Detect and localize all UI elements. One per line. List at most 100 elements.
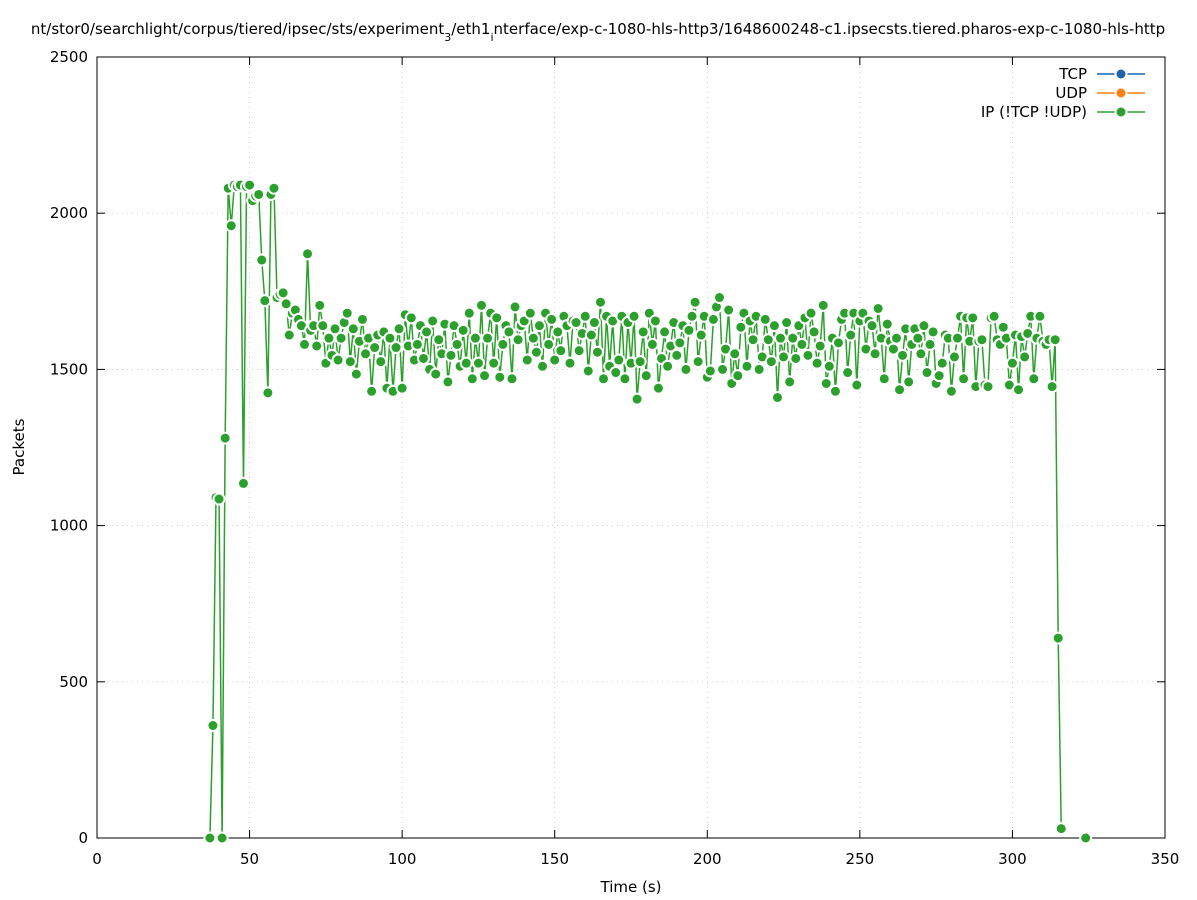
point [871,301,885,315]
point [215,831,229,845]
point [957,372,971,386]
point [639,369,653,383]
point [609,366,623,380]
point [679,362,693,376]
x-tick-label: 250 [846,850,875,868]
y-tick-label: 2500 [50,48,88,66]
title-part: nterface/exp-c-1080-hls-http3/1648600248… [494,20,1166,38]
point [322,331,336,345]
point [932,369,946,383]
point [340,306,354,320]
point [752,362,766,376]
y-tick-label: 1000 [50,517,88,535]
point [572,344,586,358]
point [944,384,958,398]
point [691,355,705,369]
point [478,369,492,383]
point [712,291,726,305]
point [496,337,510,351]
point [780,316,794,330]
point [255,253,269,267]
point [410,337,424,351]
point [465,372,479,386]
point [911,331,925,345]
point [511,333,525,347]
point [554,344,568,358]
x-tick-label: 200 [693,850,722,868]
point [426,314,440,328]
point [987,309,1001,323]
point [349,367,363,381]
point [1033,309,1047,323]
point [581,364,595,378]
point [1018,350,1032,364]
point [819,376,833,390]
point [880,317,894,331]
point [505,372,519,386]
point [844,328,858,342]
legend-marker [1114,86,1128,100]
point [590,345,604,359]
x-axis-label: Time (s) [600,878,662,896]
point [926,325,940,339]
point [346,322,360,336]
point [633,355,647,369]
point [456,323,470,337]
point [731,369,745,383]
point [258,294,272,308]
chart-title: nt/stor0/searchlight/corpus/tiered/ipsec… [31,20,1165,44]
point [651,381,665,395]
point [569,316,583,330]
point [450,337,464,351]
point [758,312,772,326]
point [520,353,534,367]
point [813,339,827,353]
point [417,351,431,365]
point [313,298,327,312]
point [545,312,559,326]
point [301,247,315,261]
point [508,300,522,314]
point [648,314,662,328]
point [810,356,824,370]
point [1027,372,1041,386]
point [645,337,659,351]
point [923,337,937,351]
point [761,333,775,347]
point [630,392,644,406]
point [355,312,369,326]
point [746,333,760,347]
point [252,187,266,201]
point [685,309,699,323]
point [816,298,830,312]
point [661,359,675,373]
point [1012,383,1026,397]
point [658,325,672,339]
point [261,386,275,400]
point [276,286,290,300]
point [981,380,995,394]
point [389,341,403,355]
point [795,337,809,351]
point [1051,631,1065,645]
point [441,375,455,389]
point [740,359,754,373]
point [703,364,717,378]
point [374,355,388,369]
point [612,353,626,367]
point [359,347,373,361]
point [770,391,784,405]
point [316,319,330,333]
point [636,325,650,339]
legend-label: UDP [1055,84,1087,102]
point [490,311,504,325]
point [395,381,409,395]
title-part: /eth1 [451,20,490,38]
x-tick-label: 300 [998,850,1027,868]
point [282,328,296,342]
point [801,348,815,362]
plot-frame [96,56,1166,839]
point [914,347,928,361]
